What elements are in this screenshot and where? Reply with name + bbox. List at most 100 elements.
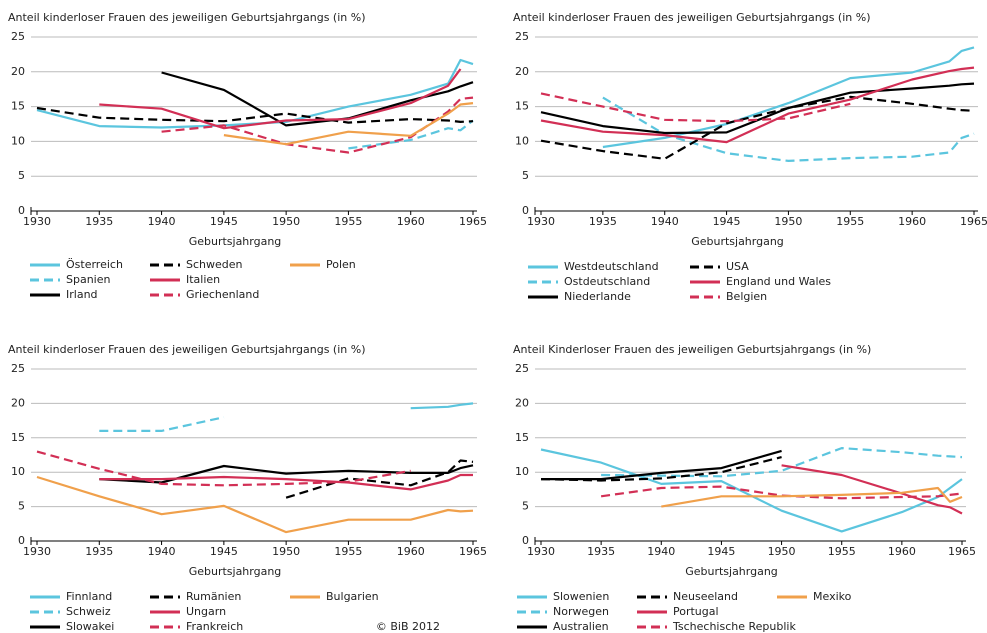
chart-title: Anteil Kinderloser Frauen des jeweiligen… (513, 343, 871, 356)
legend-label: Frankreich (186, 620, 243, 633)
y-tick-label: 15 (11, 100, 25, 113)
legend-label: Norwegen (553, 605, 609, 618)
data-line (161, 71, 474, 127)
data-line (410, 402, 474, 410)
data-line (540, 456, 782, 482)
x-tick-label: 1955 (828, 545, 856, 558)
data-line (99, 68, 462, 130)
legend-label: England und Wales (726, 275, 831, 288)
x-tick-label: 1940 (651, 215, 679, 228)
y-tick-label: 10 (11, 465, 25, 478)
legend-label: Italien (186, 273, 220, 286)
data-line (661, 486, 963, 508)
legend-label: Belgien (726, 290, 767, 303)
data-line (348, 119, 474, 150)
x-tick-label: 1960 (888, 545, 916, 558)
data-line (541, 449, 782, 481)
legend-label: Tschechische Republik (672, 620, 796, 633)
data-line (36, 58, 474, 129)
y-tick-label: 20 (515, 65, 529, 78)
x-tick-label: 1935 (589, 215, 617, 228)
y-tick-label: 10 (515, 134, 529, 147)
legend-label: Griechenland (186, 288, 259, 301)
x-tick-label: 1950 (774, 215, 802, 228)
x-tick-label: 1940 (148, 545, 176, 558)
y-tick-label: 5 (18, 169, 25, 182)
legend-label: Schweiz (66, 605, 111, 618)
x-tick-label: 1955 (334, 215, 362, 228)
data-line (285, 459, 474, 499)
x-tick-label: 1965 (960, 215, 987, 228)
legend-label: Finnland (66, 590, 112, 603)
x-tick-label: 1965 (459, 215, 487, 228)
y-tick-label: 5 (522, 500, 529, 513)
data-line (36, 450, 411, 487)
legend-label: Rumänien (186, 590, 241, 603)
data-line (99, 464, 474, 484)
x-axis-label: Geburtsjahrgang (685, 565, 778, 578)
x-axis-label: Geburtsjahrgang (189, 235, 282, 248)
data-line (223, 102, 474, 146)
data-line (36, 475, 474, 534)
legend-label: Schweden (186, 258, 243, 271)
y-tick-label: 10 (515, 465, 529, 478)
legend-label: Westdeutschland (564, 260, 659, 273)
legend-label: Polen (326, 258, 356, 271)
legend-label: Slowenien (553, 590, 609, 603)
x-tick-label: 1960 (397, 215, 425, 228)
x-tick-label: 1960 (397, 545, 425, 558)
x-tick-label: 1950 (272, 545, 300, 558)
legend-label: Portugal (673, 605, 719, 618)
x-tick-label: 1955 (836, 215, 864, 228)
data-line (602, 96, 975, 162)
y-tick-label: 25 (11, 362, 25, 375)
data-line (540, 92, 851, 123)
data-line (36, 106, 474, 124)
x-tick-label: 1930 (23, 545, 51, 558)
x-tick-label: 1960 (898, 215, 926, 228)
y-tick-label: 5 (522, 169, 529, 182)
y-tick-label: 15 (515, 100, 529, 113)
legend-label: Niederlande (564, 290, 631, 303)
x-tick-label: 1945 (707, 545, 735, 558)
data-line (161, 96, 474, 154)
y-tick-label: 20 (11, 396, 25, 409)
x-tick-label: 1935 (85, 545, 113, 558)
y-tick-label: 20 (515, 396, 529, 409)
x-tick-label: 1945 (210, 215, 238, 228)
data-line (601, 447, 963, 478)
legend-label: Spanien (66, 273, 111, 286)
x-tick-label: 1955 (334, 545, 362, 558)
y-tick-label: 15 (515, 431, 529, 444)
x-tick-label: 1945 (210, 545, 238, 558)
legend-label: Ungarn (186, 605, 226, 618)
legend-label: Irland (66, 288, 98, 301)
x-tick-label: 1930 (23, 215, 51, 228)
chart-title: Anteil kinderloser Frauen des jeweiligen… (513, 11, 870, 24)
x-axis-label: Geburtsjahrgang (691, 235, 784, 248)
x-tick-label: 1930 (527, 215, 555, 228)
legend-label: Neuseeland (673, 590, 738, 603)
y-tick-label: 0 (18, 204, 25, 217)
legend-label: Australien (553, 620, 609, 633)
data-line (540, 82, 975, 135)
y-tick-label: 10 (11, 134, 25, 147)
x-tick-label: 1930 (527, 545, 555, 558)
x-tick-label: 1935 (587, 545, 615, 558)
y-tick-label: 25 (11, 30, 25, 43)
x-tick-label: 1965 (459, 545, 487, 558)
y-tick-label: 0 (522, 534, 529, 547)
y-tick-label: 0 (18, 534, 25, 547)
chart-title: Anteil kinderloser Frauen des jeweiligen… (8, 343, 365, 356)
data-line (540, 448, 963, 533)
data-line (600, 485, 963, 500)
x-tick-label: 1950 (272, 215, 300, 228)
source-note: © BiB 2012 (376, 620, 440, 633)
y-tick-label: 25 (515, 30, 529, 43)
data-line (540, 66, 975, 144)
y-tick-label: 0 (522, 204, 529, 217)
legend-label: Österreich (66, 258, 123, 271)
data-line (540, 95, 975, 160)
y-tick-label: 25 (515, 362, 529, 375)
